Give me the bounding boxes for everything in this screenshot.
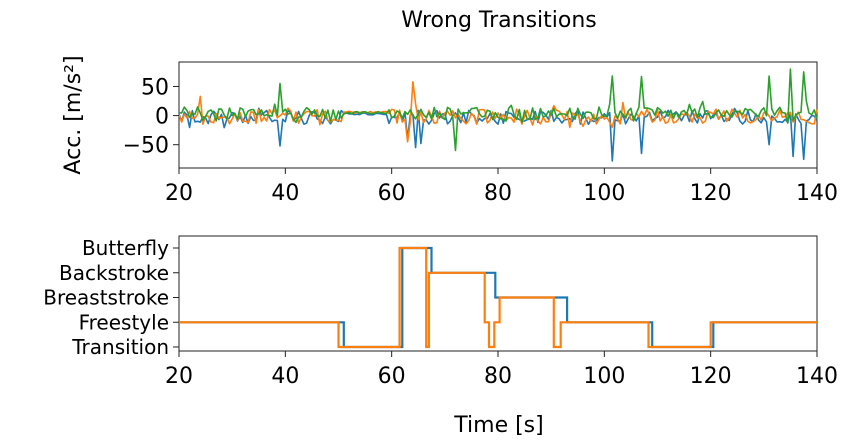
acc-series-line-0 <box>178 107 818 162</box>
bottom-xtick-label: 20 <box>165 364 193 389</box>
acc-series-line-2 <box>178 68 818 152</box>
category-label-breaststroke: Breaststroke <box>43 286 169 310</box>
top-yticks: 50 0 −50 <box>123 75 179 159</box>
top-xtick-label: 60 <box>378 181 406 206</box>
chart-title: Wrong Transitions <box>401 8 597 33</box>
bottom-series-layer <box>179 246 817 349</box>
bottom-xtick-label: 80 <box>484 364 512 389</box>
bottom-xtick-label: 140 <box>796 364 838 389</box>
top-panel: 20 40 60 80 100 120 140 50 0 −50 Acc. [m/s²] <box>61 55 838 206</box>
acc-series-line-1 <box>178 81 818 143</box>
top-xtick-label: 120 <box>690 181 732 206</box>
x-axis-label: Time [s] <box>453 413 543 438</box>
stroke-class-series-line-1 <box>179 246 817 349</box>
top-y-axis-label: Acc. [m/s²] <box>61 55 86 174</box>
bottom-yticks: TransitionFreestyleBreaststrokeBackstrok… <box>43 236 179 359</box>
top-series-layer <box>178 68 818 162</box>
bottom-panel: 20 40 60 80 100 120 140 TransitionFreestyleBre… <box>43 235 838 438</box>
category-label-transition: Transition <box>71 335 169 359</box>
bottom-xtick-label: 60 <box>378 364 406 389</box>
bottom-xticks: 20 40 60 80 100 120 140 <box>165 351 838 389</box>
top-ytick-label: −50 <box>123 134 169 159</box>
top-xtick-label: 140 <box>796 181 838 206</box>
top-xtick-label: 20 <box>165 181 193 206</box>
top-ytick-label: 0 <box>155 105 169 130</box>
top-xticks: 20 40 60 80 100 120 140 <box>165 168 838 206</box>
top-xtick-label: 100 <box>583 181 625 206</box>
bottom-plot-frame <box>178 235 818 352</box>
top-xtick-label: 80 <box>484 181 512 206</box>
category-label-backstroke: Backstroke <box>59 261 169 285</box>
top-ytick-label: 50 <box>141 75 169 100</box>
stroke-class-series-line-0 <box>179 246 817 349</box>
category-label-freestyle: Freestyle <box>79 310 169 334</box>
category-label-butterfly: Butterfly <box>82 236 169 260</box>
top-xtick-label: 40 <box>271 181 299 206</box>
bottom-xtick-label: 100 <box>583 364 625 389</box>
bottom-xtick-label: 120 <box>690 364 732 389</box>
bottom-xtick-label: 40 <box>271 364 299 389</box>
